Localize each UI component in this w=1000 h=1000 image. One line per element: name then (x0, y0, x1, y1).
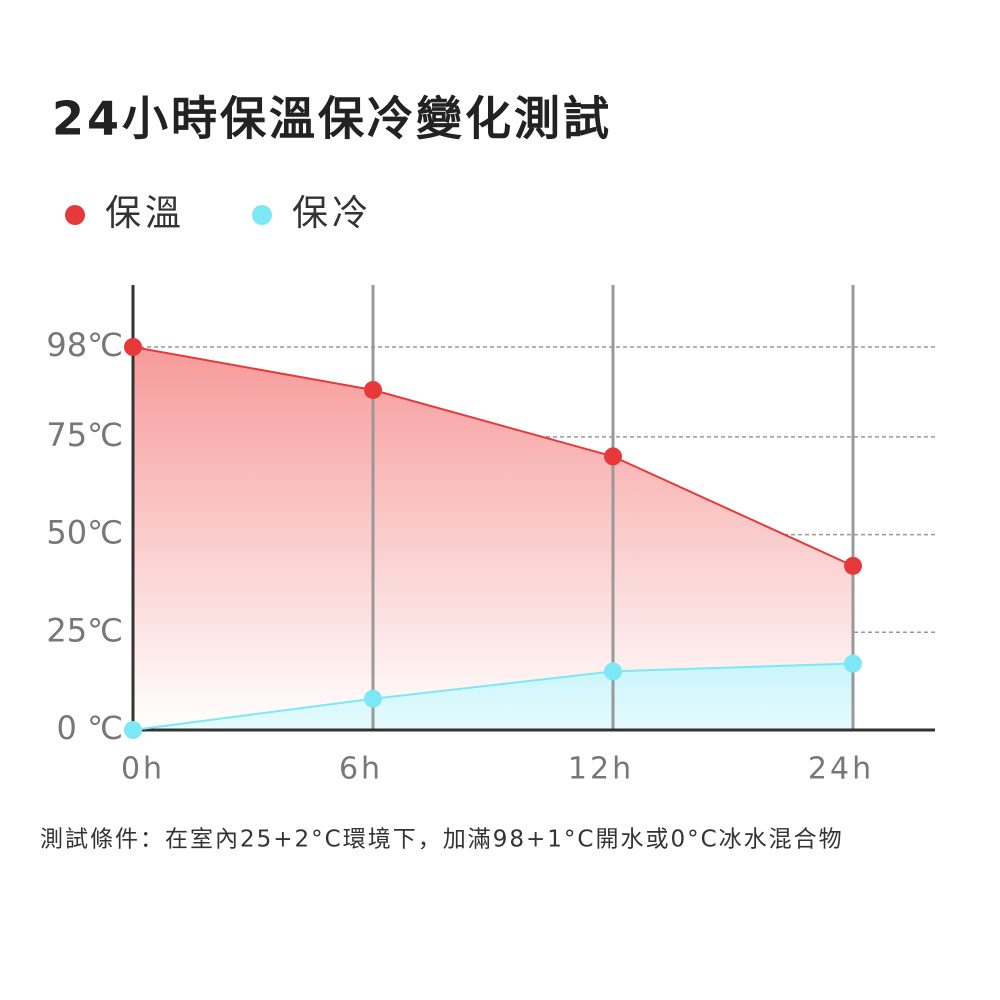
x-tick-label: 12h (568, 752, 634, 787)
note: 測試條件：在室內25+2°C環境下，加滿98+1°C開水或0°C冰水混合物 (40, 827, 844, 853)
y-tick-label: 25℃ (46, 611, 123, 649)
legend-marker (65, 205, 85, 225)
point (604, 447, 622, 466)
point (124, 338, 142, 356)
legend-marker (252, 205, 272, 225)
legend-label: 保冷 (292, 193, 372, 234)
area (133, 663, 853, 730)
x-tick-label: 6h (339, 752, 383, 787)
point (604, 662, 622, 681)
point (844, 654, 862, 673)
x-tick-label: 24h (808, 752, 874, 787)
y-tick-label: 50℃ (46, 514, 123, 552)
line (132, 662, 854, 731)
line (132, 346, 854, 567)
point (124, 721, 142, 739)
legend-label: 保溫 (105, 193, 185, 234)
area (133, 347, 853, 730)
y-tick-label: 0 ℃ (57, 709, 123, 747)
chart-title: 24小時保溫保冷變化測試 (52, 92, 612, 146)
point (844, 556, 862, 575)
y-tick-label: 75℃ (46, 416, 123, 454)
point (364, 380, 382, 399)
y-tick-label: 98℃ (46, 326, 123, 364)
point (364, 689, 382, 708)
x-tick-label: 0h (121, 752, 165, 787)
